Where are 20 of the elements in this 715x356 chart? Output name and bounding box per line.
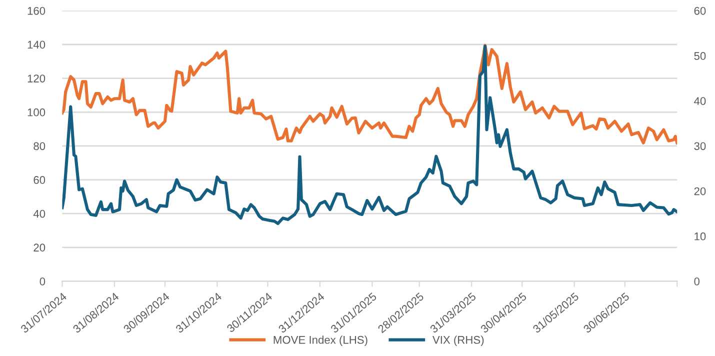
y-tick-label: 80: [34, 142, 46, 150]
line-series: [62, 44, 678, 226]
y-tick-label: 40: [33, 210, 46, 218]
line-series: [62, 44, 678, 144]
y-tick-label: 0: [40, 278, 46, 286]
y-tick-label: 100: [28, 108, 46, 116]
y-tick-label: 20: [34, 244, 46, 252]
y2-tick-label: 10: [694, 232, 706, 240]
y2-tick-label: 20: [694, 187, 706, 196]
y2-tick-label: 60: [694, 6, 706, 15]
legend-label: MOVE Index (LHS): [274, 336, 368, 346]
y-tick-label: 120: [28, 74, 46, 82]
y2-tick-label: 40: [694, 97, 706, 105]
y-tick-label: 60: [34, 176, 46, 184]
y2-tick-label: 0: [694, 278, 700, 286]
y2-tick-label: 50: [694, 52, 706, 60]
y-tick-label: 160: [28, 6, 46, 15]
y-tick-label: 140: [28, 40, 46, 49]
legend-label: VIX (RHS): [432, 336, 484, 346]
y2-tick-label: 30: [694, 142, 706, 150]
